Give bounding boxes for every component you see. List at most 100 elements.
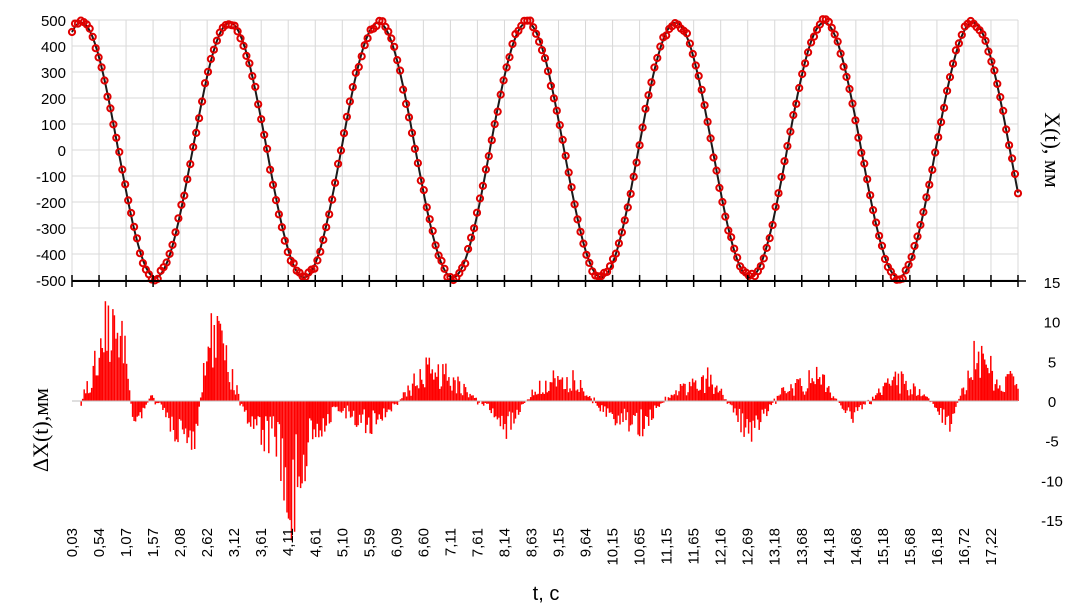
x-tick-label: 15,68 [902, 528, 919, 566]
measured-point [549, 94, 559, 103]
measured-point [425, 215, 434, 224]
measured-point [685, 39, 695, 48]
measured-point [384, 27, 393, 36]
measured-point [632, 158, 641, 167]
measured-point [605, 262, 615, 271]
measured-point [709, 153, 718, 162]
x-tick-label: 10,65 [632, 528, 649, 566]
measured-point [526, 16, 535, 25]
measured-point [957, 30, 966, 40]
measured-point [339, 129, 349, 138]
measured-point [189, 142, 198, 152]
measured-point [594, 272, 603, 281]
measured-point [940, 103, 949, 112]
x-tick-label: 17,22 [983, 528, 1000, 566]
measured-point [263, 144, 272, 153]
measured-point [543, 67, 553, 76]
x-tick-label: 1,57 [145, 528, 162, 557]
measured-point [496, 90, 505, 99]
x-tick-label: 8,63 [524, 528, 541, 557]
x-tick-label: 4,61 [307, 528, 324, 557]
measured-point [1002, 125, 1011, 134]
measured-point [257, 115, 266, 124]
measured-point [274, 210, 283, 219]
measured-point [945, 73, 955, 82]
x-axis-tick-marks [71, 275, 1026, 287]
measured-point [440, 264, 449, 273]
measured-point [848, 99, 857, 108]
measured-point [336, 146, 346, 155]
measured-point [866, 191, 875, 200]
measured-point [280, 236, 289, 245]
measured-point [792, 99, 801, 108]
measured-point [245, 59, 254, 68]
x-tick-label: 5,10 [334, 528, 351, 557]
measured-point [198, 97, 207, 106]
measured-point [910, 241, 919, 251]
x-tick-label: 16,18 [929, 528, 946, 566]
measured-markers [67, 15, 1023, 285]
measured-point [768, 220, 777, 230]
measured-point [100, 76, 109, 85]
measured-point [1010, 169, 1020, 179]
measured-point [481, 165, 490, 174]
measured-point [653, 53, 662, 63]
measured-point [1008, 154, 1017, 163]
measured-point [490, 120, 499, 129]
measured-point [342, 112, 351, 121]
measured-point [360, 41, 369, 50]
measured-point [537, 46, 547, 55]
measured-point [404, 113, 414, 122]
x-tick-label: 12,16 [713, 528, 730, 566]
measured-point [954, 39, 964, 48]
measured-point [712, 166, 721, 175]
x-tick-label: 16,72 [956, 528, 973, 566]
measured-point [978, 30, 987, 39]
measured-point [209, 45, 218, 54]
bottom-y-tick-label: -10 [1041, 473, 1063, 490]
measured-point [756, 262, 765, 271]
measured-point [200, 79, 210, 88]
measured-point [180, 191, 189, 200]
top-y-tick-label: -400 [36, 247, 66, 264]
measured-point [907, 252, 916, 262]
measured-point [168, 240, 177, 249]
measured-point [112, 133, 121, 142]
measured-point [718, 197, 727, 207]
measured-point [354, 62, 363, 72]
bottom-y-tick-label: 0 [1048, 394, 1056, 411]
measured-point [195, 114, 204, 123]
measured-point [390, 42, 399, 51]
measured-point [206, 54, 215, 64]
measured-point [91, 44, 100, 53]
measured-point [694, 71, 703, 81]
measured-point [552, 106, 561, 115]
x-tick-label: 2,62 [199, 528, 216, 557]
x-tick-label: 9,64 [578, 528, 595, 557]
measured-point [407, 128, 417, 138]
measured-point [115, 147, 124, 157]
measured-point [614, 239, 624, 248]
measured-point [523, 16, 532, 25]
measured-point [540, 54, 550, 63]
measured-point [67, 27, 77, 37]
measured-point [771, 202, 780, 211]
measured-point [561, 151, 570, 160]
measured-point [106, 104, 115, 113]
measured-point [396, 66, 405, 75]
measured-point [730, 244, 739, 253]
error-bars [80, 301, 1019, 541]
measured-point [266, 165, 275, 174]
x-tick-label: 12,69 [740, 528, 757, 566]
bottom-y-axis-ticks: 15 10 5 0 -5 -10 -15 [1041, 275, 1063, 530]
measured-point [493, 107, 502, 116]
measured-point [186, 160, 195, 169]
measured-point [437, 256, 446, 265]
measured-point [662, 31, 671, 40]
measured-point [857, 148, 866, 157]
measured-point [268, 180, 278, 189]
x-tick-label: 11,15 [659, 528, 676, 564]
measured-point [809, 32, 819, 41]
measured-point [277, 223, 286, 232]
measured-point [118, 165, 127, 174]
